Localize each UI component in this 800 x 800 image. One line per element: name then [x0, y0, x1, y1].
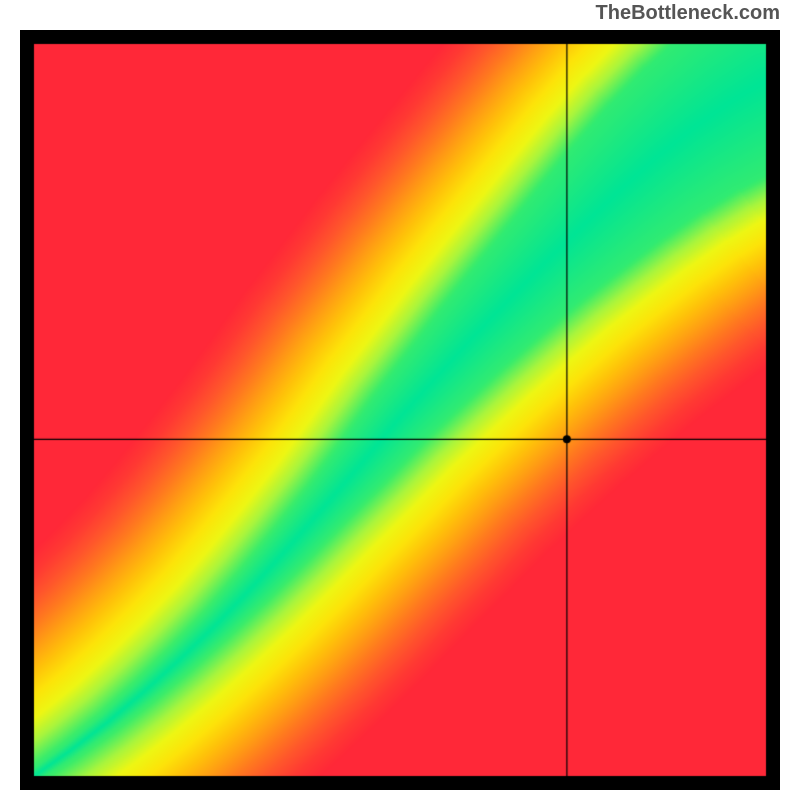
watermark-text: TheBottleneck.com [596, 2, 780, 25]
heatmap-canvas [20, 30, 780, 790]
plot-frame [20, 30, 780, 790]
